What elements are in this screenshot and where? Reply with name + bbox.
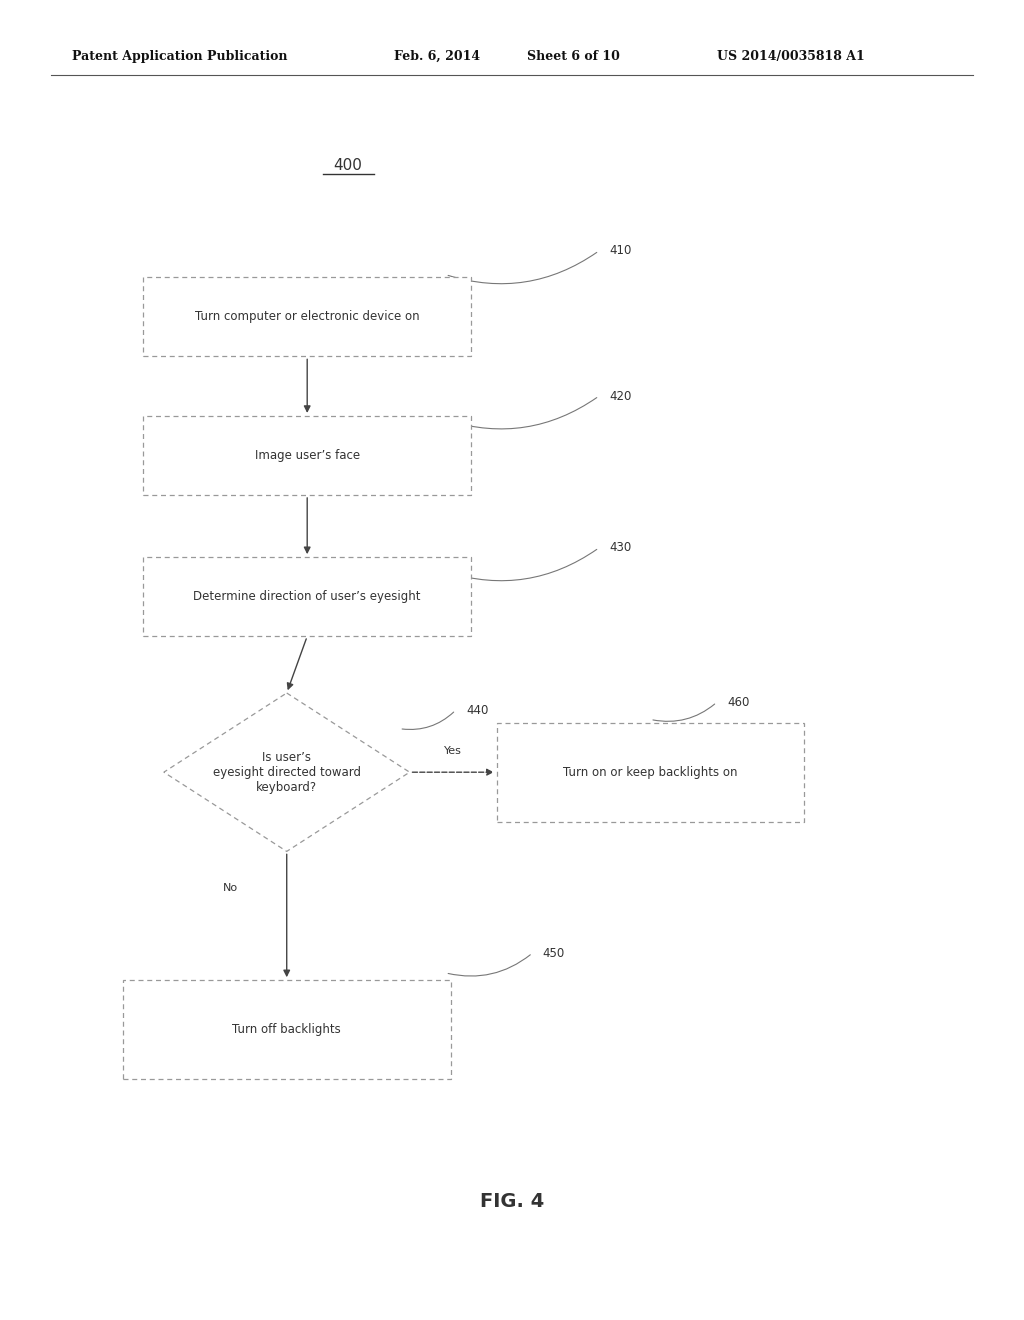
Text: No: No [223, 883, 238, 894]
Text: Image user’s face: Image user’s face [255, 449, 359, 462]
FancyBboxPatch shape [143, 557, 471, 636]
Text: Is user’s
eyesight directed toward
keyboard?: Is user’s eyesight directed toward keybo… [213, 751, 360, 793]
Polygon shape [164, 693, 410, 851]
Text: Yes: Yes [444, 746, 462, 756]
Text: Feb. 6, 2014: Feb. 6, 2014 [394, 50, 480, 63]
Text: US 2014/0035818 A1: US 2014/0035818 A1 [717, 50, 864, 63]
Text: Turn computer or electronic device on: Turn computer or electronic device on [195, 310, 420, 323]
Text: 400: 400 [334, 157, 362, 173]
Text: Turn on or keep backlights on: Turn on or keep backlights on [563, 766, 737, 779]
Text: Patent Application Publication: Patent Application Publication [72, 50, 287, 63]
FancyBboxPatch shape [143, 416, 471, 495]
Text: Determine direction of user’s eyesight: Determine direction of user’s eyesight [194, 590, 421, 603]
Text: 440: 440 [466, 704, 488, 717]
Text: 460: 460 [727, 696, 750, 709]
Text: Sheet 6 of 10: Sheet 6 of 10 [527, 50, 621, 63]
FancyBboxPatch shape [143, 277, 471, 356]
Text: 420: 420 [609, 389, 632, 403]
Text: Turn off backlights: Turn off backlights [232, 1023, 341, 1036]
Text: FIG. 4: FIG. 4 [480, 1192, 544, 1210]
FancyBboxPatch shape [497, 722, 804, 821]
Text: 450: 450 [543, 946, 565, 960]
FancyBboxPatch shape [123, 979, 451, 1080]
Text: 410: 410 [609, 244, 632, 257]
Text: 430: 430 [609, 541, 632, 554]
